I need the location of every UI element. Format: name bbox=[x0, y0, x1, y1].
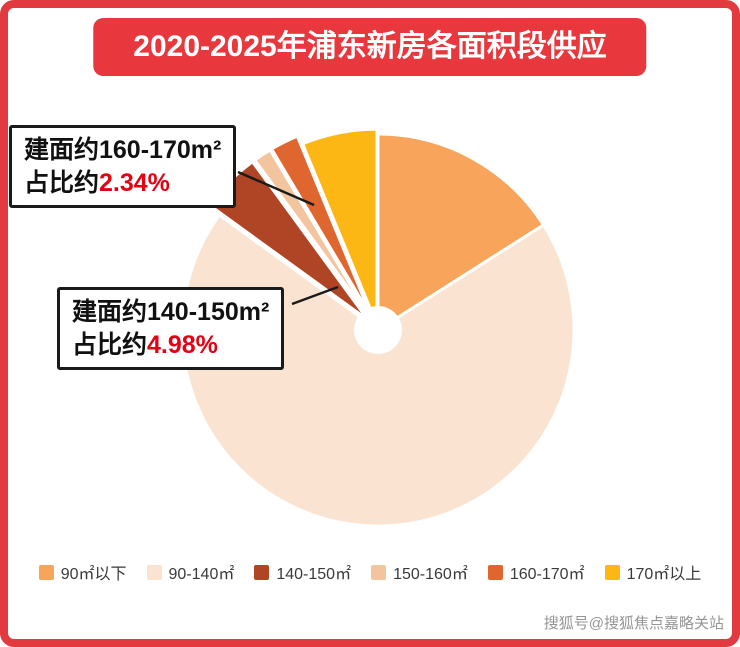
legend-swatch bbox=[38, 564, 54, 580]
callout-share-prefix: 占比约 bbox=[72, 330, 148, 359]
legend: 90㎡以下 90-140㎡ 140-150㎡ 150-160㎡ 160-170㎡ 170㎡… bbox=[8, 560, 732, 584]
legend-swatch bbox=[487, 564, 503, 580]
callout-area-label: 建面约160-170m² bbox=[24, 136, 222, 164]
pie-slice-170㎡以上 bbox=[301, 127, 379, 327]
legend-item: 170㎡以上 bbox=[604, 560, 702, 584]
legend-label: 90㎡以下 bbox=[60, 566, 127, 583]
callout-share-line: 占比约4.98% bbox=[72, 329, 269, 362]
legend-swatch bbox=[604, 564, 620, 580]
legend-label: 90-140㎡ bbox=[168, 566, 235, 583]
callout-160-170: 建面约160-170m² 占比约2.34% bbox=[9, 125, 237, 208]
legend-swatch bbox=[146, 564, 162, 580]
callout-share-value: 4.98% bbox=[147, 330, 218, 359]
legend-label: 150-160㎡ bbox=[393, 566, 468, 583]
callout-share-value: 2.34% bbox=[99, 168, 170, 197]
legend-swatch bbox=[371, 564, 387, 580]
legend-swatch bbox=[254, 564, 270, 580]
callout-pointer-line-160-170 bbox=[237, 170, 315, 207]
legend-label: 140-150㎡ bbox=[276, 566, 352, 583]
legend-label: 160-170㎡ bbox=[509, 566, 585, 583]
watermark: 搜狐号@搜狐焦点嘉略关站 bbox=[543, 615, 724, 632]
callout-share-line: 占比约2.34% bbox=[24, 167, 221, 200]
legend-item: 160-170㎡ bbox=[487, 560, 585, 584]
legend-item: 90㎡以下 bbox=[38, 560, 127, 584]
callout-pointer-line-140-150 bbox=[291, 285, 339, 306]
legend-item: 140-150㎡ bbox=[254, 560, 351, 584]
legend-label: 170㎡以上 bbox=[626, 566, 702, 583]
callout-share-prefix: 占比约 bbox=[24, 168, 100, 197]
legend-item: 90-140㎡ bbox=[146, 560, 235, 584]
pie-slice-160-170㎡ bbox=[270, 134, 374, 319]
legend-item: 150-160㎡ bbox=[371, 560, 468, 584]
chart-title-banner: 2020-2025年浦东新房各面积段供应 bbox=[93, 18, 647, 76]
chart-title: 2020-2025年浦东新房各面积段供应 bbox=[133, 30, 607, 63]
pie-chart bbox=[180, 127, 576, 528]
callout-area-label: 建面约140-150m² bbox=[72, 298, 270, 326]
callout-140-150: 建面约140-150m² 占比约4.98% bbox=[57, 287, 285, 370]
pie-slice-90㎡以下 bbox=[376, 132, 545, 332]
pie-center-hole bbox=[354, 306, 402, 354]
